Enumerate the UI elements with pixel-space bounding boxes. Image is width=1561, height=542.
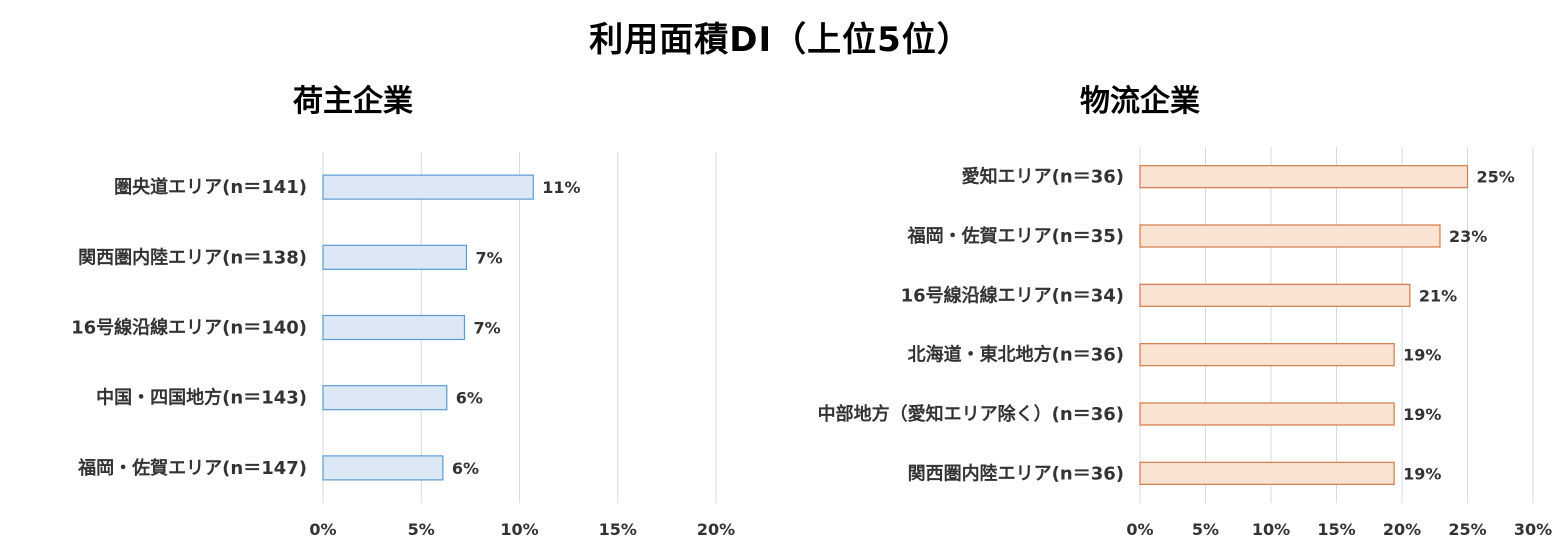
chart-main-title: 利用面積DI（上位5位） xyxy=(589,20,972,60)
data-label: 25% xyxy=(1477,168,1515,187)
bar xyxy=(1139,343,1395,367)
data-label: 6% xyxy=(452,459,479,478)
x-tick-label: 30% xyxy=(1514,520,1552,539)
x-tick-label: 25% xyxy=(1448,520,1486,539)
x-tick-label: 20% xyxy=(1383,520,1421,539)
bar xyxy=(1139,165,1469,189)
x-tick-label: 10% xyxy=(500,520,538,539)
bar xyxy=(1139,224,1441,248)
x-tick-label: 0% xyxy=(309,520,336,539)
x-tick-label: 10% xyxy=(1252,520,1290,539)
category-label: 中部地方（愛知エリア除く）(n＝36) xyxy=(818,403,1124,425)
x-tick-label: 15% xyxy=(599,520,637,539)
bar xyxy=(322,244,468,270)
shipper-bar-chart: 0% 5% 10% 15% 20% 圏央道エリア(n＝141) 11% 関西圏内陸エリア(n＝… xyxy=(71,152,735,539)
data-label: 19% xyxy=(1403,464,1441,483)
category-label: 関西圏内陸エリア(n＝138) xyxy=(78,246,307,268)
category-label: 圏央道エリア(n＝141) xyxy=(114,176,307,198)
data-label: 7% xyxy=(473,319,500,338)
category-label: 福岡・佐賀エリア(n＝147) xyxy=(77,457,307,479)
category-label: 中国・四国地方(n＝143) xyxy=(96,387,307,409)
left-panel-title: 荷主企業 xyxy=(293,84,413,119)
data-label: 21% xyxy=(1419,286,1457,305)
bar xyxy=(1139,402,1395,426)
category-label: 福岡・佐賀エリア(n＝35) xyxy=(907,225,1124,247)
bar xyxy=(1139,461,1395,485)
category-label: 北海道・東北地方(n＝36) xyxy=(908,344,1124,366)
bar xyxy=(322,314,466,341)
data-label: 7% xyxy=(475,248,502,267)
category-label: 16号線沿線エリア(n＝140) xyxy=(71,317,307,339)
data-label: 19% xyxy=(1403,405,1441,424)
category-label: 関西圏内陸エリア(n＝36) xyxy=(908,462,1124,484)
data-label: 6% xyxy=(456,389,483,408)
data-label: 23% xyxy=(1449,227,1487,246)
bar xyxy=(322,385,448,411)
bar xyxy=(1139,283,1411,307)
data-label: 19% xyxy=(1403,346,1441,365)
category-label: 愛知エリア(n＝36) xyxy=(962,166,1124,188)
right-panel-title: 物流企業 xyxy=(1080,84,1200,119)
x-tick-label: 0% xyxy=(1126,520,1153,539)
category-label: 16号線沿線エリア(n＝34) xyxy=(901,284,1124,306)
x-tick-label: 15% xyxy=(1317,520,1355,539)
bar xyxy=(322,174,534,200)
x-tick-label: 5% xyxy=(408,520,435,539)
bar xyxy=(322,455,444,481)
data-label: 11% xyxy=(542,178,580,197)
x-tick-label: 20% xyxy=(697,520,735,539)
x-tick-label: 5% xyxy=(1192,520,1219,539)
